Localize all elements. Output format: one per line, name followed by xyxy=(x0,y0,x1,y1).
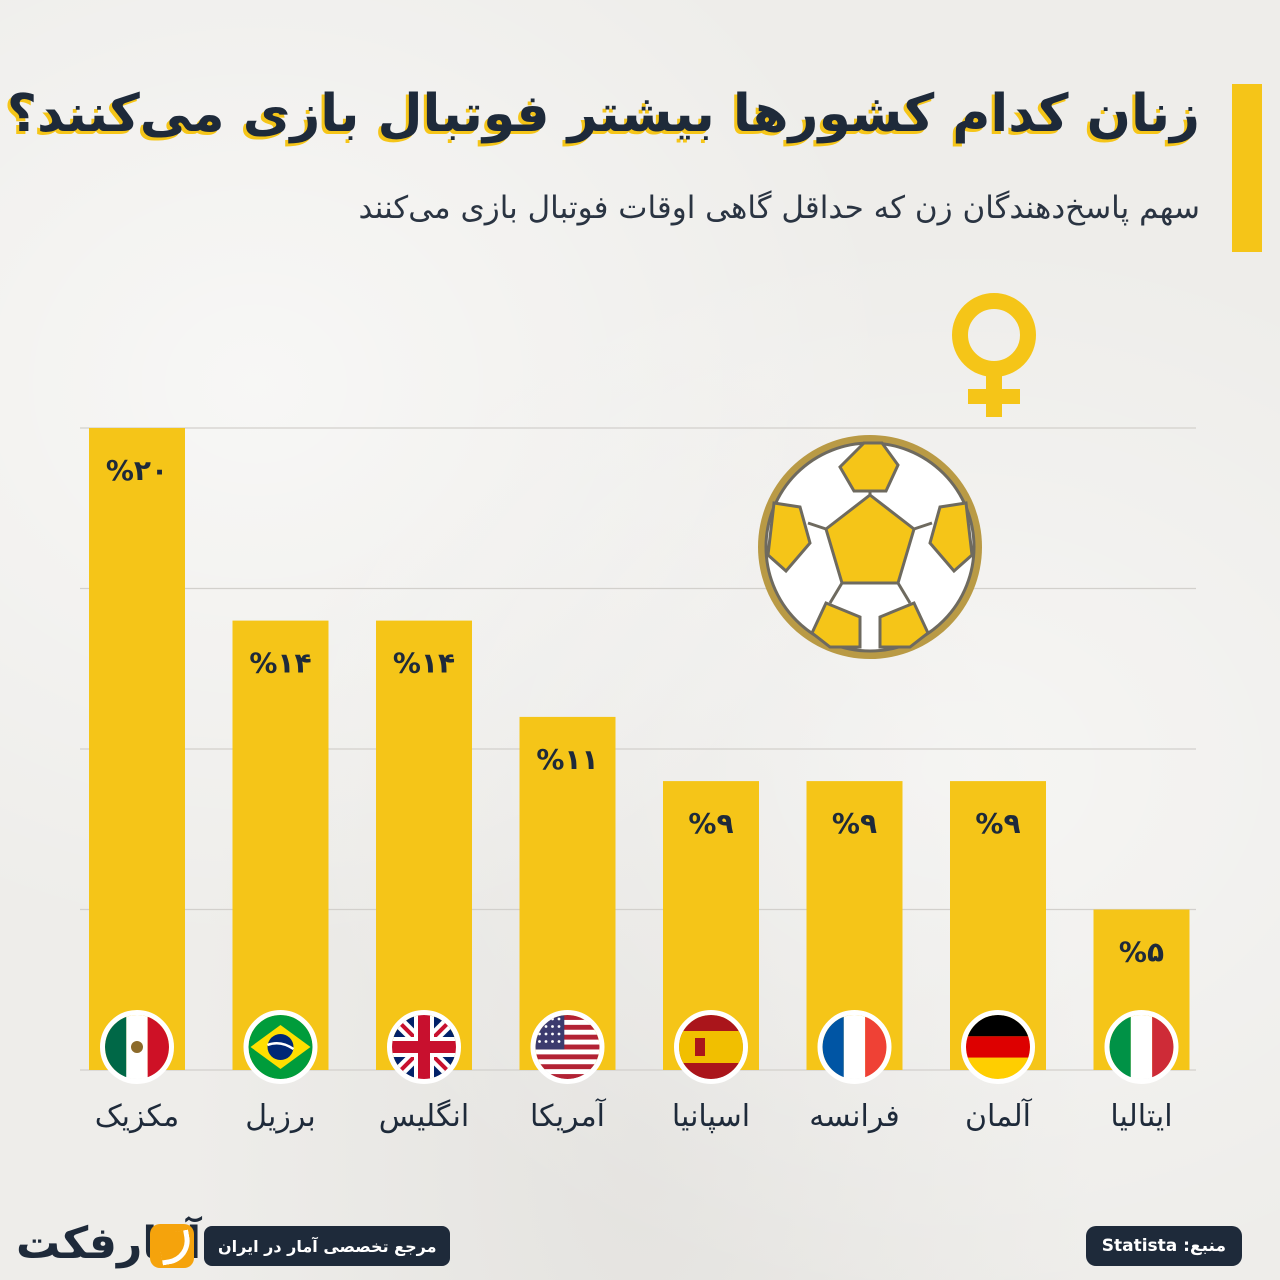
category-label-3: آمریکا xyxy=(530,1098,607,1134)
mexico-flag-icon xyxy=(100,1010,174,1084)
page-subtitle: سهم پاسخ‌دهندگان زن که حداقل گاهی اوقات … xyxy=(358,190,1200,226)
value-label-7: %۵ xyxy=(1119,936,1164,969)
page-title: زنان کدام کشورها بیشتر فوتبال بازی می‌کن… xyxy=(6,84,1201,144)
bar-chart: %۲۰ %۱۴ %۱۴ %۱۱ %۹ %۹ %۹ %۵ مکزیک برزیل انگلیس آمر… xyxy=(80,293,1196,1134)
france-flag-icon xyxy=(817,1010,892,1084)
brand-logo-icon xyxy=(150,1224,194,1268)
value-label-3: %۱۱ xyxy=(536,743,598,776)
category-label-7: ایتالیا xyxy=(1110,1099,1172,1134)
brazil-flag-icon xyxy=(243,1010,318,1084)
category-label-5: فرانسه xyxy=(809,1099,899,1134)
source-badge: منبع: Statista xyxy=(1085,1226,1242,1266)
bar-1 xyxy=(232,620,329,1070)
category-labels: مکزیک برزیل انگلیس آمریکا اسپانیا فرانسه آلمان… xyxy=(95,1098,1173,1134)
germany-flag-icon xyxy=(961,1010,1035,1084)
decoration-layer xyxy=(758,293,1036,659)
value-label-4: %۹ xyxy=(688,807,733,840)
value-label-6: %۹ xyxy=(975,807,1020,840)
italy-flag-icon xyxy=(1104,1010,1179,1084)
title-accent-bar xyxy=(1232,84,1262,252)
category-label-4: اسپانیا xyxy=(672,1099,750,1134)
value-label-2: %۱۴ xyxy=(393,647,455,680)
soccer-ball-icon xyxy=(758,435,982,659)
value-label-1: %۱۴ xyxy=(249,647,311,680)
category-label-0: مکزیک xyxy=(95,1099,179,1134)
value-labels: %۲۰ %۱۴ %۱۴ %۱۱ %۹ %۹ %۹ %۵ xyxy=(106,454,1164,969)
value-label-5: %۹ xyxy=(832,807,877,840)
category-label-2: انگلیس xyxy=(379,1099,469,1134)
category-label-1: برزیل xyxy=(245,1099,315,1134)
value-label-0: %۲۰ xyxy=(106,454,168,487)
category-label-6: آلمان xyxy=(965,1098,1033,1134)
uk-flag-icon xyxy=(387,1010,461,1084)
female-symbol-icon xyxy=(952,293,1036,417)
spain-flag-icon xyxy=(674,1010,748,1084)
flags xyxy=(100,1010,1179,1084)
bar-0 xyxy=(89,428,185,1070)
bar-2 xyxy=(376,620,472,1070)
tagline-badge: مرجع تخصصی آمار در ایران xyxy=(204,1226,451,1266)
usa-flag-icon xyxy=(530,1010,605,1084)
